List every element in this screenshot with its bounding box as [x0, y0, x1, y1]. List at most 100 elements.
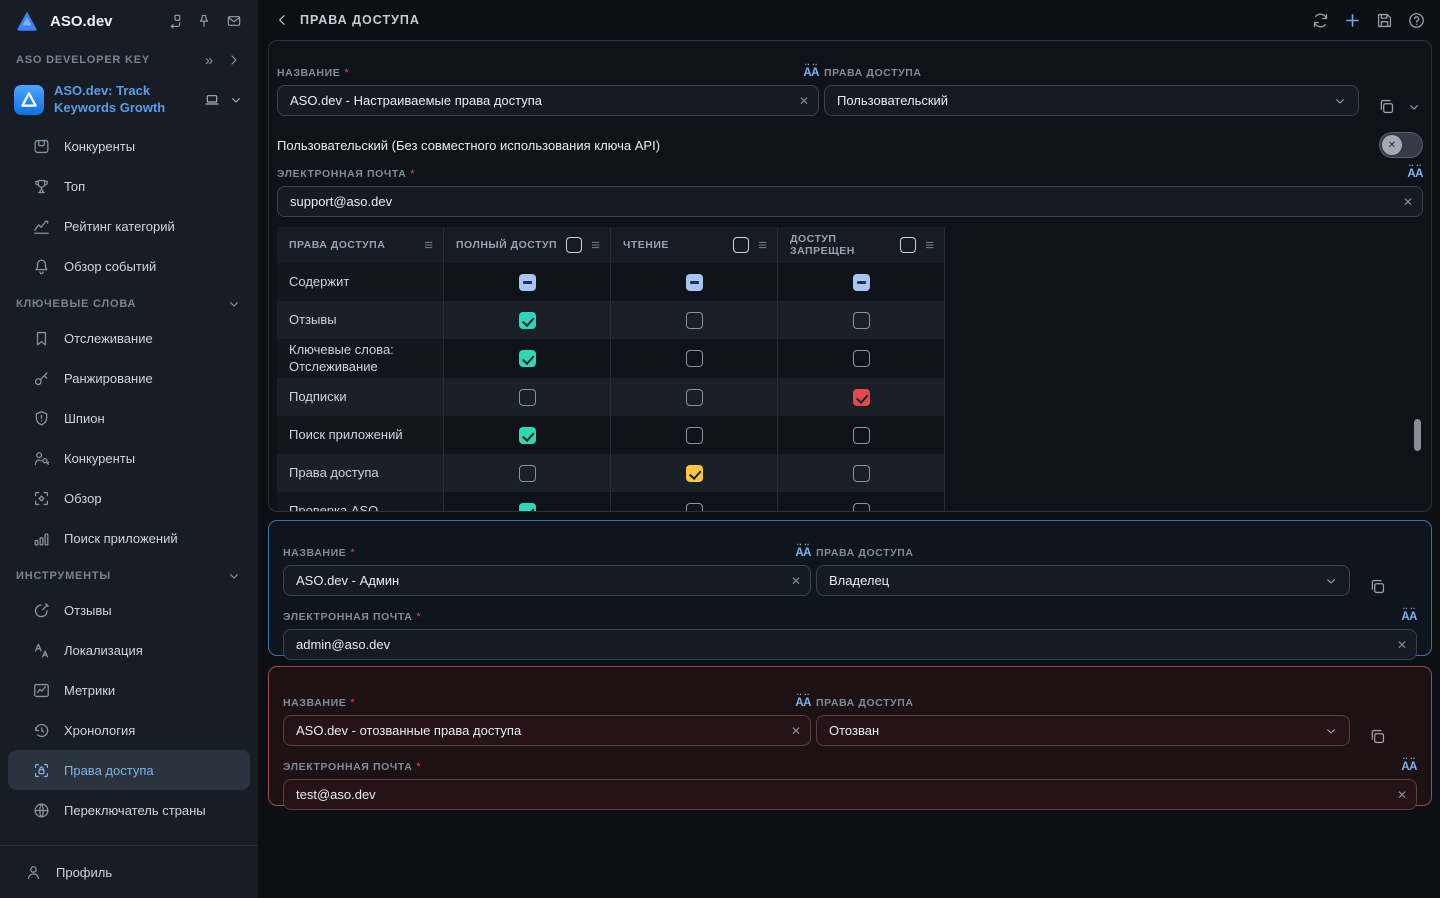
- sidebar-item-competitors[interactable]: Конкуренты: [0, 438, 258, 478]
- refresh-icon[interactable]: [1311, 11, 1330, 30]
- key-name-input[interactable]: [283, 565, 811, 596]
- permission-checkbox[interactable]: [686, 274, 703, 291]
- access-rights-select[interactable]: Отозван: [816, 715, 1350, 746]
- access-rights-select[interactable]: Владелец: [816, 565, 1350, 596]
- permission-checkbox[interactable]: [686, 312, 703, 329]
- save-icon[interactable]: [1375, 11, 1394, 30]
- clear-input-icon[interactable]: ✕: [1403, 195, 1413, 209]
- sidebar-item-reviews[interactable]: Отзывы: [0, 590, 258, 630]
- translate-aa-icon[interactable]: АА: [795, 697, 811, 709]
- permission-checkbox[interactable]: [686, 350, 703, 367]
- sidebar-item-country-switcher[interactable]: Переключатель страны: [0, 790, 258, 830]
- permission-checkbox[interactable]: [519, 503, 536, 513]
- permission-checkbox[interactable]: [686, 465, 703, 482]
- chevron-down-icon[interactable]: [228, 92, 244, 108]
- column-header-rights[interactable]: ПРАВА ДОСТУПА ≡: [277, 227, 444, 263]
- permission-checkbox[interactable]: [519, 427, 536, 444]
- clear-input-icon[interactable]: ✕: [1397, 788, 1407, 802]
- permission-checkbox[interactable]: [853, 465, 870, 482]
- scrollbar-thumb[interactable]: [1414, 419, 1421, 451]
- access-key-card-admin: НАЗВАНИЕ* АА ✕ ПРАВА ДОСТУПА Владелец: [268, 520, 1432, 656]
- translate-aa-icon[interactable]: АА: [803, 67, 819, 79]
- permission-checkbox[interactable]: [519, 389, 536, 406]
- sidebar-item-top[interactable]: Топ: [0, 166, 258, 206]
- translate-aa-icon[interactable]: АА: [1401, 611, 1417, 623]
- permission-checkbox[interactable]: [853, 389, 870, 406]
- help-icon[interactable]: [1407, 11, 1426, 30]
- mail-icon[interactable]: [226, 13, 242, 29]
- permission-checkbox[interactable]: [853, 503, 870, 513]
- section-aso-developer-key[interactable]: ASO DEVELOPER KEY »: [0, 46, 258, 74]
- sidebar-item-competitors-top[interactable]: Конкуренты: [0, 126, 258, 166]
- pin-icon[interactable]: [196, 13, 212, 29]
- sidebar-item-category-rating[interactable]: Рейтинг категорий: [0, 206, 258, 246]
- permission-checkbox[interactable]: [519, 350, 536, 367]
- sidebar-item-metrics[interactable]: Метрики: [0, 670, 258, 710]
- column-menu-icon[interactable]: ≡: [925, 238, 934, 253]
- sidebar-item-overview[interactable]: Обзор: [0, 478, 258, 518]
- permission-checkbox[interactable]: [519, 274, 536, 291]
- column-header-read[interactable]: ЧТЕНИЕ ≡: [611, 227, 778, 263]
- chevron-down-icon[interactable]: [226, 296, 242, 312]
- metrics-chart-icon: [32, 681, 51, 700]
- laptop-icon: [204, 92, 220, 108]
- permission-checkbox[interactable]: [853, 427, 870, 444]
- sidebar-item-events-overview[interactable]: Обзор событий: [0, 246, 258, 286]
- select-all-checkbox[interactable]: [566, 237, 582, 253]
- lock-scan-icon: [32, 761, 51, 780]
- email-input[interactable]: [277, 186, 1423, 217]
- clear-input-icon[interactable]: ✕: [1397, 638, 1407, 652]
- sidebar-item-access-rights[interactable]: Права доступа: [8, 750, 250, 790]
- key-name-input[interactable]: [277, 85, 819, 116]
- sidebar-item-tracking[interactable]: Отслеживание: [0, 318, 258, 358]
- translate-aa-icon[interactable]: АА: [1407, 168, 1423, 180]
- add-button[interactable]: [1343, 11, 1362, 30]
- sidebar-item-profile[interactable]: Профиль: [0, 852, 258, 892]
- column-menu-icon[interactable]: ≡: [758, 238, 767, 253]
- permission-checkbox[interactable]: [686, 389, 703, 406]
- column-menu-icon[interactable]: ≡: [424, 238, 433, 253]
- section-tools[interactable]: ИНСТРУМЕНТЫ: [0, 562, 258, 590]
- permission-checkbox[interactable]: [853, 312, 870, 329]
- section-keywords[interactable]: КЛЮЧЕВЫЕ СЛОВА: [0, 290, 258, 318]
- translate-aa-icon[interactable]: АА: [795, 547, 811, 559]
- select-all-checkbox[interactable]: [733, 237, 749, 253]
- email-input[interactable]: [283, 629, 1417, 660]
- email-input[interactable]: [283, 779, 1417, 810]
- sidebar-item-chronology[interactable]: Хронология: [0, 710, 258, 750]
- select-all-checkbox[interactable]: [900, 237, 916, 253]
- access-rights-select[interactable]: Пользовательский: [824, 85, 1359, 116]
- duplicate-icon[interactable]: [1368, 577, 1387, 596]
- sidebar-item-localization[interactable]: Локализация: [0, 630, 258, 670]
- clear-input-icon[interactable]: ✕: [791, 724, 801, 738]
- sidebar-item-spy[interactable]: Шпион: [0, 398, 258, 438]
- chevron-right-icon[interactable]: [226, 52, 242, 68]
- collapse-double-chevron-icon[interactable]: »: [205, 52, 214, 69]
- translate-aa-icon[interactable]: АА: [1401, 761, 1417, 773]
- table-row: Ключевые слова: Отслеживание: [277, 339, 945, 378]
- duplicate-icon[interactable]: [1377, 97, 1396, 116]
- duplicate-icon[interactable]: [1368, 727, 1387, 746]
- permission-checkbox[interactable]: [519, 312, 536, 329]
- chevron-down-icon[interactable]: [226, 568, 242, 584]
- permission-checkbox[interactable]: [853, 274, 870, 291]
- permission-checkbox[interactable]: [853, 350, 870, 367]
- key-name-input[interactable]: [283, 715, 811, 746]
- switch-workspace-icon[interactable]: [166, 13, 182, 29]
- permission-checkbox[interactable]: [686, 427, 703, 444]
- column-header-full-access[interactable]: ПОЛНЫЙ ДОСТУП ≡: [444, 227, 611, 263]
- column-header-denied[interactable]: ДОСТУП ЗАПРЕЩЕН ≡: [778, 227, 945, 263]
- chevron-down-icon[interactable]: [1406, 99, 1422, 115]
- app-collection-icon: [32, 137, 51, 156]
- permission-checkbox[interactable]: [519, 465, 536, 482]
- page-title: ПРАВА ДОСТУПА: [300, 13, 1311, 27]
- sidebar-item-app-search[interactable]: Поиск приложений: [0, 518, 258, 558]
- app-item-track-keywords-growth[interactable]: ASO.dev: Track Keywords Growth: [0, 74, 258, 126]
- clear-input-icon[interactable]: ✕: [791, 574, 801, 588]
- clear-input-icon[interactable]: ✕: [799, 94, 809, 108]
- column-menu-icon[interactable]: ≡: [591, 238, 600, 253]
- sidebar-item-ranking[interactable]: Ранжирование: [0, 358, 258, 398]
- api-share-toggle[interactable]: ✕: [1379, 132, 1423, 158]
- permission-checkbox[interactable]: [686, 503, 703, 513]
- back-button[interactable]: [274, 12, 290, 28]
